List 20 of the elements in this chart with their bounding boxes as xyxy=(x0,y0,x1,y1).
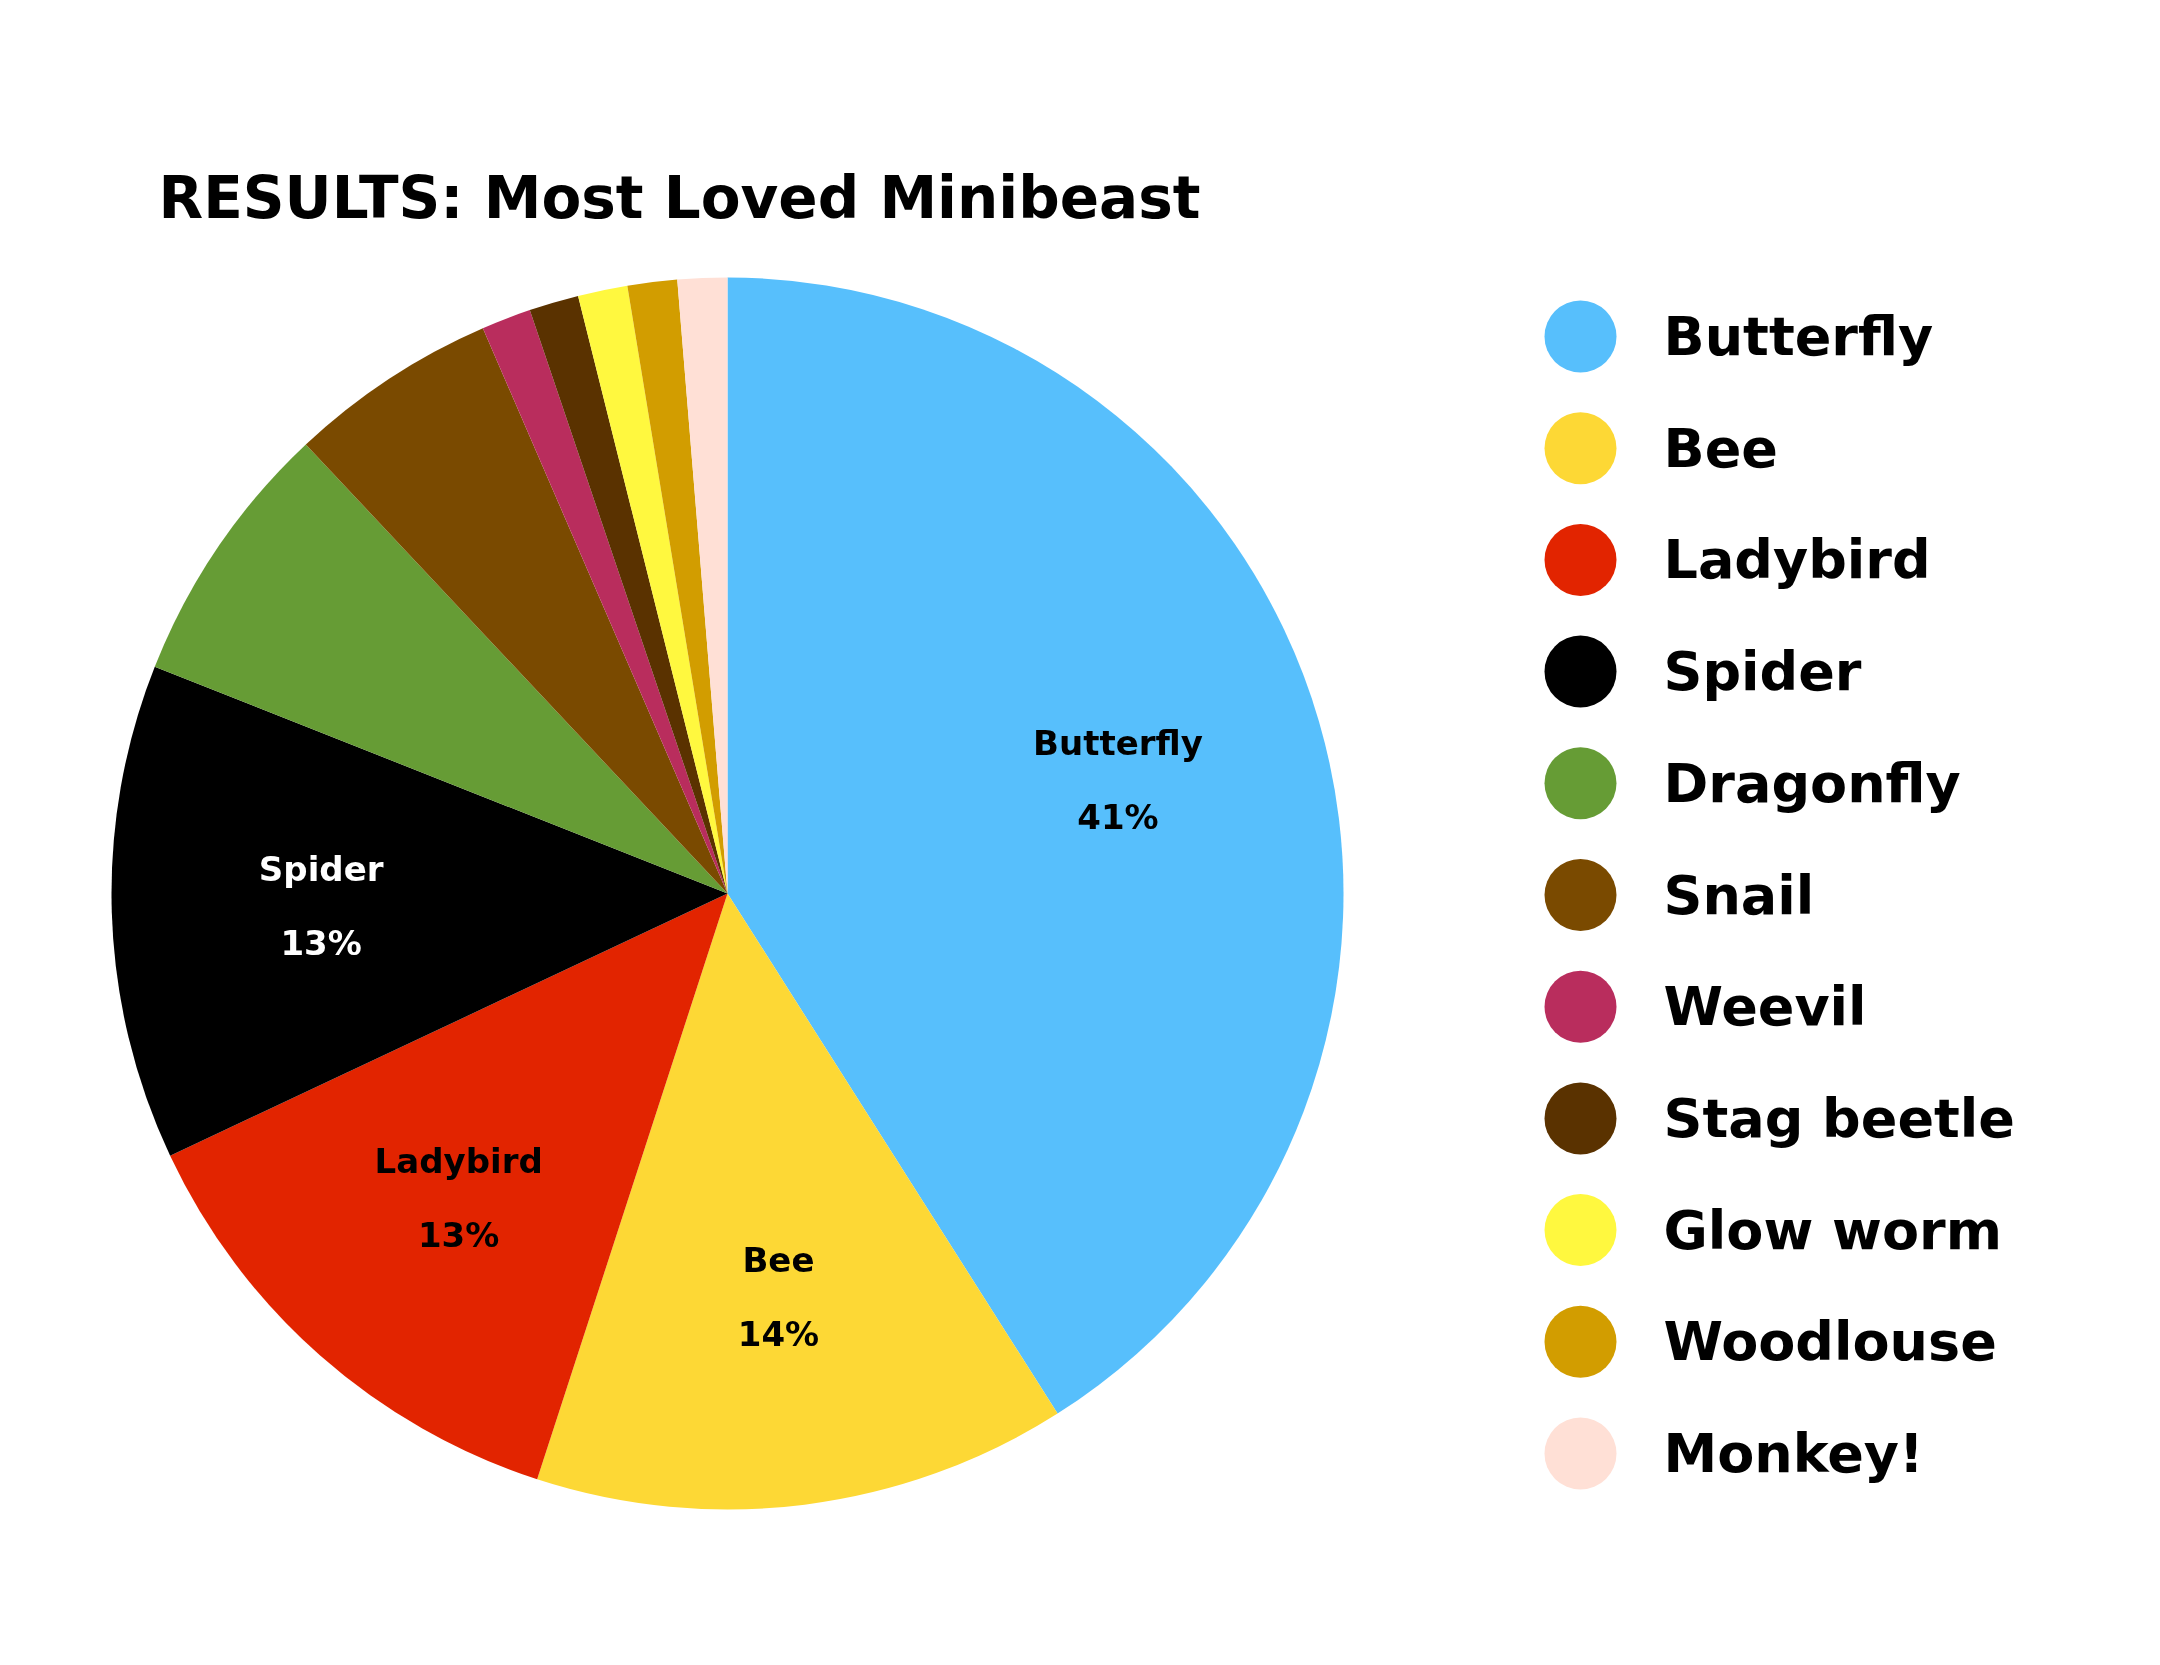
legend-label: Spider xyxy=(1663,640,1862,704)
legend-label: Glow worm xyxy=(1663,1198,2003,1262)
legend-label: Stag beetle xyxy=(1663,1086,2015,1150)
legend-label: Monkey! xyxy=(1663,1422,1924,1485)
data-label: 13% xyxy=(417,1215,500,1256)
chart-title: RESULTS: Most Loved Minibeast xyxy=(158,163,1201,232)
slice-label: Butterfly xyxy=(1033,723,1203,764)
slice-label: Bee xyxy=(742,1239,815,1280)
legend-label: Butterfly xyxy=(1663,305,1934,368)
slice-label: Ladybird xyxy=(374,1141,543,1182)
legend-label: Snail xyxy=(1663,863,1815,927)
legend-label: Woodlouse xyxy=(1663,1310,1997,1374)
data-label: 13% xyxy=(280,923,362,964)
data-label: 14% xyxy=(737,1313,820,1354)
legend-label: Dragonfly xyxy=(1663,751,1961,815)
data-label: 41% xyxy=(1077,797,1159,838)
slice-label: Spider xyxy=(258,849,384,890)
legend-label: Ladybird xyxy=(1663,528,1931,592)
legend-label: Bee xyxy=(1663,416,1778,480)
legend-label: Weevil xyxy=(1663,975,1867,1039)
